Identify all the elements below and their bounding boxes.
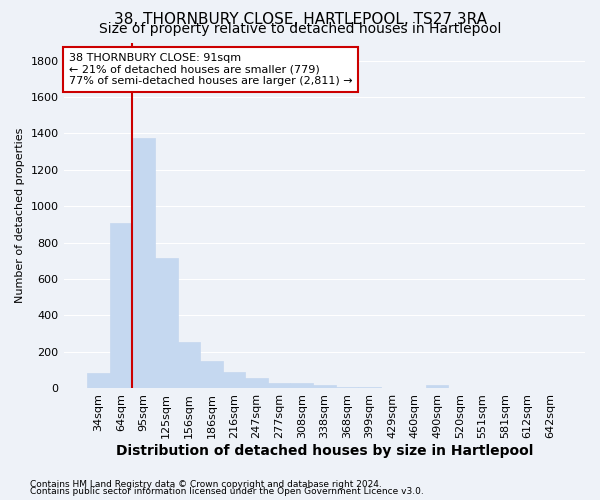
Bar: [426, 384, 448, 388]
Text: 38 THORNBURY CLOSE: 91sqm
← 21% of detached houses are smaller (779)
77% of semi: 38 THORNBURY CLOSE: 91sqm ← 21% of detac…: [69, 53, 352, 86]
X-axis label: Distribution of detached houses by size in Hartlepool: Distribution of detached houses by size …: [116, 444, 533, 458]
Bar: [313, 385, 335, 388]
Bar: [290, 382, 313, 388]
Bar: [223, 372, 245, 388]
Text: Contains public sector information licensed under the Open Government Licence v3: Contains public sector information licen…: [30, 488, 424, 496]
Bar: [200, 361, 223, 388]
Y-axis label: Number of detached properties: Number of detached properties: [15, 128, 25, 303]
Bar: [268, 382, 290, 388]
Text: 38, THORNBURY CLOSE, HARTLEPOOL, TS27 3RA: 38, THORNBURY CLOSE, HARTLEPOOL, TS27 3R…: [113, 12, 487, 28]
Bar: [178, 342, 200, 388]
Bar: [358, 386, 381, 388]
Text: Size of property relative to detached houses in Hartlepool: Size of property relative to detached ho…: [99, 22, 501, 36]
Bar: [87, 373, 110, 388]
Bar: [155, 258, 178, 388]
Text: Contains HM Land Registry data © Crown copyright and database right 2024.: Contains HM Land Registry data © Crown c…: [30, 480, 382, 489]
Bar: [133, 138, 155, 388]
Bar: [110, 222, 133, 388]
Bar: [335, 386, 358, 388]
Bar: [245, 378, 268, 388]
